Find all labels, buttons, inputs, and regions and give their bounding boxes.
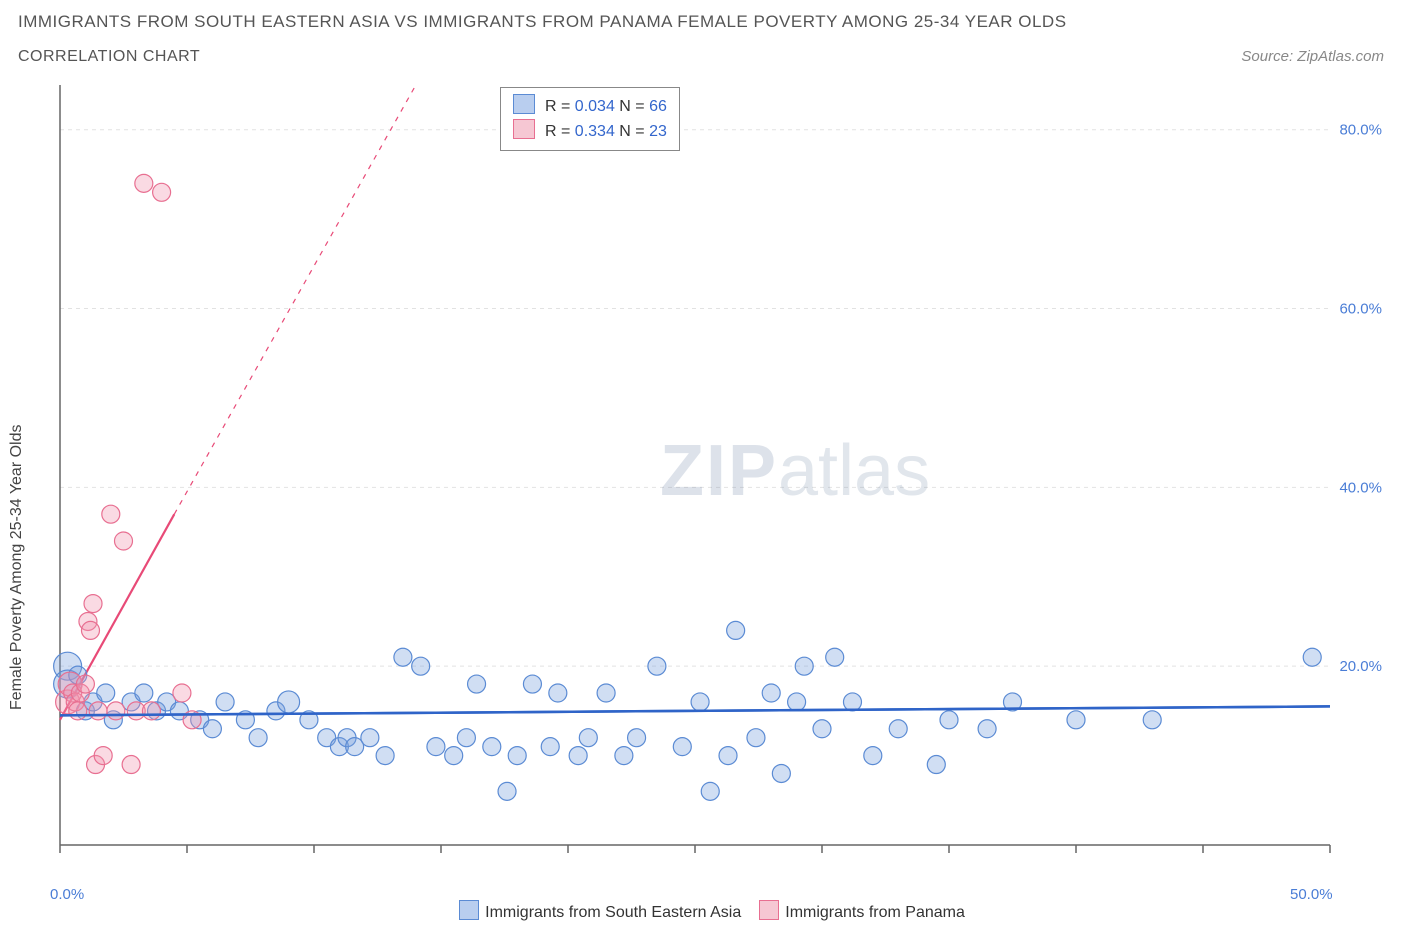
data-point <box>1303 648 1321 666</box>
data-point <box>394 648 412 666</box>
data-point <box>173 684 191 702</box>
data-point <box>115 532 133 550</box>
data-point <box>673 738 691 756</box>
data-point <box>89 702 107 720</box>
y-tick-label: 20.0% <box>1339 658 1382 675</box>
data-point <box>788 693 806 711</box>
data-point <box>747 729 765 747</box>
data-point <box>76 675 94 693</box>
data-point <box>569 747 587 765</box>
data-point <box>772 764 790 782</box>
data-point <box>498 782 516 800</box>
data-point <box>142 702 160 720</box>
chart-subtitle: CORRELATION CHART <box>18 48 200 66</box>
data-point <box>135 684 153 702</box>
data-point <box>445 747 463 765</box>
data-point <box>727 621 745 639</box>
data-point <box>203 720 221 738</box>
legend-n-label: N = <box>615 123 649 140</box>
plot-area: 20.0%40.0%60.0%80.0% R = 0.034 N = 66R =… <box>50 85 1390 875</box>
data-point <box>701 782 719 800</box>
legend-swatch <box>513 119 535 139</box>
data-point <box>523 675 541 693</box>
data-point <box>813 720 831 738</box>
data-point <box>826 648 844 666</box>
data-point <box>468 675 486 693</box>
data-point <box>549 684 567 702</box>
data-point <box>597 684 615 702</box>
data-point <box>843 693 861 711</box>
y-tick-label: 60.0% <box>1339 301 1382 318</box>
legend-swatch <box>759 900 779 920</box>
data-point <box>483 738 501 756</box>
y-tick-label: 80.0% <box>1339 122 1382 139</box>
data-point <box>927 756 945 774</box>
legend-n-value: 66 <box>649 98 667 115</box>
source-name: ZipAtlas.com <box>1297 48 1384 65</box>
data-point <box>216 693 234 711</box>
data-point <box>648 657 666 675</box>
data-point <box>541 738 559 756</box>
data-point <box>412 657 430 675</box>
legend-row: R = 0.034 N = 66 <box>513 94 667 119</box>
source-prefix: Source: <box>1241 48 1297 65</box>
legend-r-value: 0.334 <box>575 123 615 140</box>
legend-swatch <box>459 900 479 920</box>
legend-n-label: N = <box>615 98 649 115</box>
data-point <box>719 747 737 765</box>
legend-series-label: Immigrants from South Eastern Asia <box>485 904 741 921</box>
data-point <box>135 174 153 192</box>
data-point <box>940 711 958 729</box>
data-point <box>628 729 646 747</box>
data-point <box>762 684 780 702</box>
data-point <box>889 720 907 738</box>
data-point <box>1067 711 1085 729</box>
chart-container: IMMIGRANTS FROM SOUTH EASTERN ASIA VS IM… <box>0 0 1406 930</box>
chart-title: IMMIGRANTS FROM SOUTH EASTERN ASIA VS IM… <box>18 12 1067 32</box>
data-point <box>615 747 633 765</box>
legend-r-label: R = <box>545 123 575 140</box>
data-point <box>691 693 709 711</box>
legend-series-label: Immigrants from Panama <box>785 904 965 921</box>
data-point <box>508 747 526 765</box>
data-point <box>795 657 813 675</box>
data-point <box>122 756 140 774</box>
data-point <box>579 729 597 747</box>
data-point <box>84 595 102 613</box>
scatter-svg: 20.0% 40.0% 60.0% 80.0% <box>50 85 1390 875</box>
data-point <box>94 747 112 765</box>
data-point <box>457 729 475 747</box>
data-point <box>69 702 87 720</box>
legend-r-label: R = <box>545 98 575 115</box>
data-point <box>376 747 394 765</box>
data-point <box>81 621 99 639</box>
data-point <box>102 505 120 523</box>
data-point <box>107 702 125 720</box>
data-point <box>1143 711 1161 729</box>
data-point <box>249 729 267 747</box>
legend-swatch <box>513 94 535 114</box>
data-point <box>978 720 996 738</box>
legend-row: R = 0.334 N = 23 <box>513 119 667 144</box>
correlation-legend: R = 0.034 N = 66R = 0.334 N = 23 <box>500 87 680 151</box>
trend-line-dashed <box>174 85 441 514</box>
series-legend: Immigrants from South Eastern Asia Immigr… <box>0 900 1406 922</box>
data-point <box>361 729 379 747</box>
y-axis-label: Female Poverty Among 25-34 Year Olds <box>8 425 26 711</box>
data-point <box>97 684 115 702</box>
data-point <box>864 747 882 765</box>
legend-n-value: 23 <box>649 123 667 140</box>
y-tick-label: 40.0% <box>1339 479 1382 496</box>
data-point <box>153 183 171 201</box>
legend-r-value: 0.034 <box>575 98 615 115</box>
source-attribution: Source: ZipAtlas.com <box>1241 48 1384 65</box>
data-point <box>278 691 300 713</box>
data-point <box>427 738 445 756</box>
